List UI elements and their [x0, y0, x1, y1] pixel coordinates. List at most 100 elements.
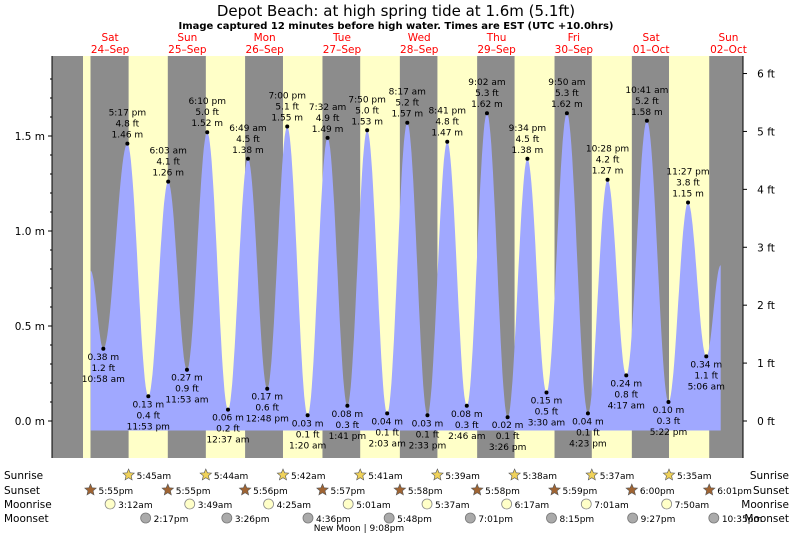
tide-metres: 1.62 m: [551, 100, 583, 110]
moonset-icon: [302, 512, 314, 524]
day-name: Sat: [101, 32, 118, 44]
tide-metres: 0.02 m: [492, 421, 524, 431]
moonset-icon: [627, 512, 639, 524]
tide-time: 7:00 pm: [268, 92, 306, 102]
tide-time: 10:58 am: [82, 375, 125, 385]
sunrise-icon: [662, 468, 676, 481]
sunrise-icon: [199, 468, 213, 481]
day-name: Sat: [643, 32, 660, 44]
moonset-icon: [383, 512, 395, 524]
tide-feet: 0.8 ft: [614, 390, 638, 400]
moonrise-icon: [342, 498, 354, 510]
tide-time: 10:41 am: [625, 86, 668, 96]
tide-metres: 0.03 m: [292, 419, 324, 429]
moonrise-icon: [263, 498, 274, 510]
tide-point: [644, 118, 649, 123]
tide-point: [345, 403, 350, 408]
tide-point: [166, 179, 171, 184]
sunrise-icon: [276, 468, 290, 481]
new-moon-label: New Moon | 9:08pm: [314, 524, 404, 534]
tide-point: [505, 415, 510, 420]
tide-feet: 0.1 ft: [576, 428, 600, 438]
moonset-time: 3:26pm: [235, 515, 270, 525]
tide-time: 9:50 am: [548, 78, 585, 88]
left-tick-label: 0.0 m: [15, 416, 45, 428]
day-name: Mon: [254, 32, 276, 44]
row-label-left: Sunrise: [4, 470, 43, 482]
day-labels: Sat24–SepSun25–SepMon26–SepTue27–SepWed2…: [91, 32, 747, 56]
sunset-icon: [238, 483, 252, 496]
tide-time: 5:17 pm: [109, 109, 147, 119]
day-date: 25–Sep: [168, 44, 207, 56]
tide-point: [125, 141, 130, 146]
left-tick-label: 0.5 m: [15, 321, 45, 333]
day-date: 27–Sep: [323, 44, 362, 56]
moonrise-icon: [104, 498, 116, 510]
day-date: 01–Oct: [633, 44, 670, 56]
day-date: 30–Sep: [555, 44, 594, 56]
tide-time: 11:27 pm: [666, 168, 709, 178]
tide-point: [365, 128, 370, 133]
sunrise-icon: [430, 468, 444, 481]
tide-metres: 0.03 m: [412, 419, 444, 429]
tide-feet: 0.9 ft: [175, 385, 199, 395]
row-label-left: Moonset: [4, 513, 49, 525]
tide-metres: 0.24 m: [610, 379, 642, 389]
sunset-icon: [470, 483, 484, 496]
tide-feet: 5.0 ft: [355, 106, 379, 116]
sunset-icon: [84, 483, 97, 496]
axes: 0.0 m 0.5 m 1.0 m 1.5 m 0 ft 1 ft 2 ft 3 ft 4 ft…: [15, 56, 775, 458]
tide-point: [385, 411, 390, 416]
sunrise-icon: [353, 468, 367, 481]
tide-point: [704, 354, 709, 359]
tide-metres: 1.47 m: [431, 129, 463, 139]
tide-metres: 1.52 m: [191, 119, 223, 129]
sunset-time: 6:01pm: [717, 487, 752, 497]
moonrise-time: 7:01am: [594, 501, 629, 511]
left-tick-label: 1.0 m: [15, 226, 45, 238]
moonrise-icon: [580, 498, 592, 510]
moonrise-time: 3:12am: [118, 501, 153, 511]
tide-feet: 3.8 ft: [676, 179, 700, 189]
sunrise-time: 5:35am: [677, 472, 712, 482]
tide-feet: 4.9 ft: [316, 114, 340, 124]
tide-feet: 4.8 ft: [116, 120, 140, 130]
tide-metres: 1.57 m: [391, 110, 423, 120]
tide-time: 1:41 pm: [329, 432, 367, 442]
tide-point: [265, 386, 270, 391]
tide-series-area: [90, 113, 721, 431]
day-date: 28–Sep: [400, 44, 439, 56]
sun-moon-rows: Sunrise Sunrise Sunset Sunset Moonrise Moonri…: [4, 468, 789, 525]
tide-time: 12:37 am: [206, 436, 249, 446]
tide-point: [285, 124, 290, 129]
tide-feet: 5.3 ft: [555, 89, 579, 99]
tide-feet: 4.8 ft: [435, 118, 459, 128]
tide-time: 8:41 pm: [428, 107, 466, 117]
tide-metres: 1.62 m: [471, 100, 503, 110]
tide-point: [544, 390, 549, 395]
tide-time: 4:17 am: [608, 401, 645, 411]
day-name: Wed: [408, 32, 431, 44]
sunrise-time: 5:42am: [291, 472, 326, 482]
moonrise-time: 7:50am: [675, 501, 710, 511]
tide-metres: 1.53 m: [351, 117, 383, 127]
day-name: Sun: [718, 32, 738, 44]
sunrise-time: 5:38am: [523, 472, 558, 482]
right-tick-label: 3 ft: [757, 242, 775, 254]
tide-time: 3:30 am: [528, 419, 565, 429]
moonset-time: 8:15pm: [559, 515, 594, 525]
tide-metres: 1.27 m: [592, 167, 624, 177]
chart-title: Depot Beach: at high spring tide at 1.6m…: [217, 2, 575, 20]
tide-metres: 1.58 m: [631, 108, 663, 118]
day-name: Fri: [568, 32, 581, 44]
right-tick-label: 6 ft: [757, 69, 775, 81]
sunset-icon: [316, 483, 329, 496]
tide-feet: 0.5 ft: [535, 408, 559, 418]
tide-point: [484, 111, 489, 116]
moonrise-icon: [184, 498, 196, 510]
tide-time: 2:46 am: [448, 432, 485, 442]
tide-metres: 0.38 m: [87, 353, 119, 363]
sunset-time: 5:56pm: [253, 487, 288, 497]
day-date: 26–Sep: [245, 44, 284, 56]
